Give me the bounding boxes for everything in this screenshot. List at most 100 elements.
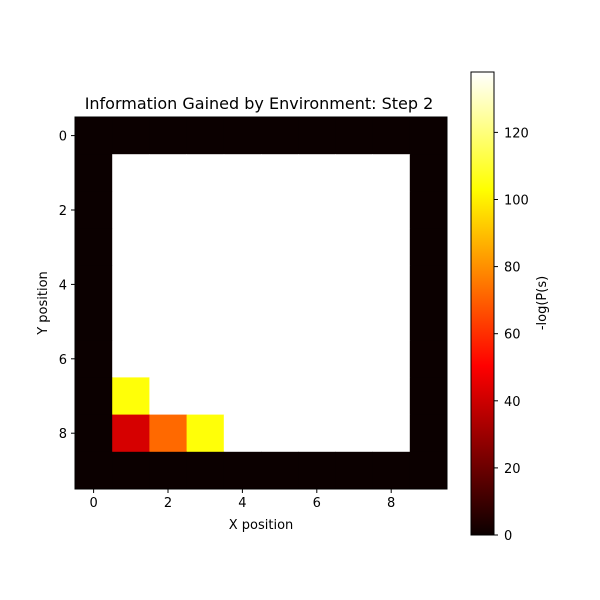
heatmap-cell [372,117,411,155]
heatmap-cell [298,265,336,304]
heatmap-cell [261,191,299,229]
heatmap-cell [186,228,225,267]
heatmap-cell [261,377,299,415]
heatmap-cell [112,117,150,155]
heatmap-cell [149,191,187,229]
heatmap-cell [112,377,150,415]
heatmap-cell [223,191,262,229]
heatmap-cell [149,303,187,341]
heatmap-cell [409,265,448,304]
heatmap-cell [409,191,448,229]
heatmap-cell [372,303,411,341]
heatmap-cell [186,340,225,378]
heatmap-cell [409,414,448,453]
heatmap-cell [335,340,373,378]
heatmap-cell [112,228,150,267]
heatmap-cell [149,340,187,378]
x-tick-label: 4 [238,496,246,511]
heatmap-cell [298,303,336,341]
heatmap-cell [112,154,150,192]
colorbar-frame [470,71,495,536]
heatmap-cell [223,451,262,490]
heatmap-cell [75,340,113,378]
heatmap-cell [261,303,299,341]
colorbar-tick-label: 20 [504,462,521,477]
heatmap-cell [372,414,411,453]
heatmap-cell [261,451,299,490]
heatmap-cell [298,414,336,453]
heatmap-cell [409,303,448,341]
heatmap-cell [298,191,336,229]
heatmap-cell [409,451,448,490]
heatmap-cell [186,414,225,453]
heatmap-cell [261,228,299,267]
heatmap-cell [75,303,113,341]
heatmap-cell [112,451,150,490]
heatmap-cell [372,340,411,378]
heatmap-cell [149,451,187,490]
x-tick-label: 6 [313,496,321,511]
y-tick-label: 2 [59,204,67,219]
heatmap-cell [409,340,448,378]
heatmap-cell [223,117,262,155]
colorbar-ticks: 0 20 40 60 80 100 120 [494,126,529,544]
heatmap-cell [149,154,187,192]
heatmap-cell [112,191,150,229]
heatmap-cell [409,117,448,155]
heatmap-cell [75,265,113,304]
heatmap-cell [149,377,187,415]
heatmap-cell [75,414,113,453]
heatmap-cell [75,154,113,192]
heatmap-cell [335,414,373,453]
heatmap-cell [335,228,373,267]
heatmap-cell [372,191,411,229]
heatmap-cell [261,117,299,155]
y-tick-label: 0 [59,130,67,145]
x-tick-label: 0 [89,496,97,511]
heatmap-cell [335,265,373,304]
x-tick-label: 8 [387,496,395,511]
colorbar-tick-label: 120 [504,126,529,141]
heatmap-cell [75,228,113,267]
heatmap-cell [335,451,373,490]
heatmap-cell [335,377,373,415]
heatmap-cell [223,414,262,453]
colorbar-tick-label: 60 [504,328,521,343]
heatmap-cell [409,228,448,267]
x-axis-label: X position [229,518,294,533]
heatmap-cell [75,117,113,155]
heatmap-cell [223,377,262,415]
colorbar-label: -log(P(s) [535,276,550,330]
heatmap-cell [112,340,150,378]
colorbar-tick-label: 80 [504,261,521,276]
heatmap-cell [149,265,187,304]
heatmap-cell [372,451,411,490]
heatmap-cell [335,303,373,341]
y-axis-label: Y position [36,271,51,336]
heatmap-cell [372,228,411,267]
heatmap-cell [298,340,336,378]
heatmap-cell [112,414,150,453]
colorbar-tick-label: 100 [504,193,529,208]
heatmap-cell [261,265,299,304]
heatmap-cell [261,414,299,453]
heatmap-cell [223,303,262,341]
colorbar-tick-label: 40 [504,395,521,410]
colorbar [471,72,494,535]
heatmap-cell [112,303,150,341]
heatmap-cell [186,265,225,304]
heatmap-cell [186,451,225,490]
y-tick-label: 6 [59,353,67,368]
heatmap-cell [409,154,448,192]
y-tick-label: 8 [59,427,67,442]
heatmap-cell [335,117,373,155]
heatmap-cell [298,117,336,155]
heatmap-cell [75,377,113,415]
heatmap-cell [223,154,262,192]
heatmap-cell [298,377,336,415]
heatmap-cell [149,228,187,267]
heatmap-cell [298,154,336,192]
heatmap-cell [75,191,113,229]
heatmap-cell [149,414,187,453]
